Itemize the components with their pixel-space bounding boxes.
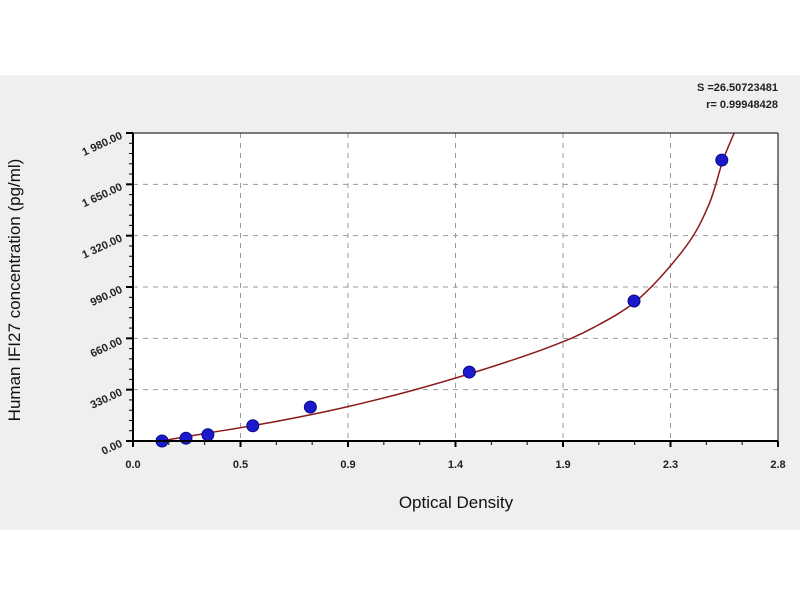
y-axis-title: Human IFI27 concentration (pg/ml): [5, 159, 24, 422]
data-point: [201, 428, 215, 442]
x-tick-label: 1.4: [448, 459, 464, 471]
x-tick-label: 0.5: [233, 459, 248, 471]
data-point: [246, 419, 260, 433]
data-point: [715, 153, 729, 167]
y-tick-label: 1 650.00: [80, 181, 124, 210]
data-point: [627, 294, 641, 308]
y-tick-label: 990.00: [89, 284, 125, 309]
x-tick-label: 0.9: [340, 459, 355, 471]
fit-s-stat: S =26.50723481: [696, 82, 778, 94]
x-tick-label: 2.8: [770, 459, 785, 471]
x-tick-label: 0.0: [125, 459, 140, 471]
fit-curve: [160, 132, 735, 442]
data-point: [462, 365, 476, 379]
data-point: [179, 431, 193, 445]
x-tick-label: 2.3: [663, 459, 678, 471]
x-axis-title: Optical Density: [399, 493, 514, 512]
y-tick-label: 1 980.00: [80, 130, 124, 159]
fit-r-stat: r= 0.99948428: [706, 99, 778, 111]
data-point: [303, 400, 317, 414]
y-tick-label: 330.00: [89, 387, 125, 412]
y-tick-label: 660.00: [89, 335, 125, 360]
x-tick-label: 1.9: [555, 459, 570, 471]
y-tick-label: 1 320.00: [80, 233, 124, 262]
y-tick-label: 0.00: [100, 438, 124, 458]
